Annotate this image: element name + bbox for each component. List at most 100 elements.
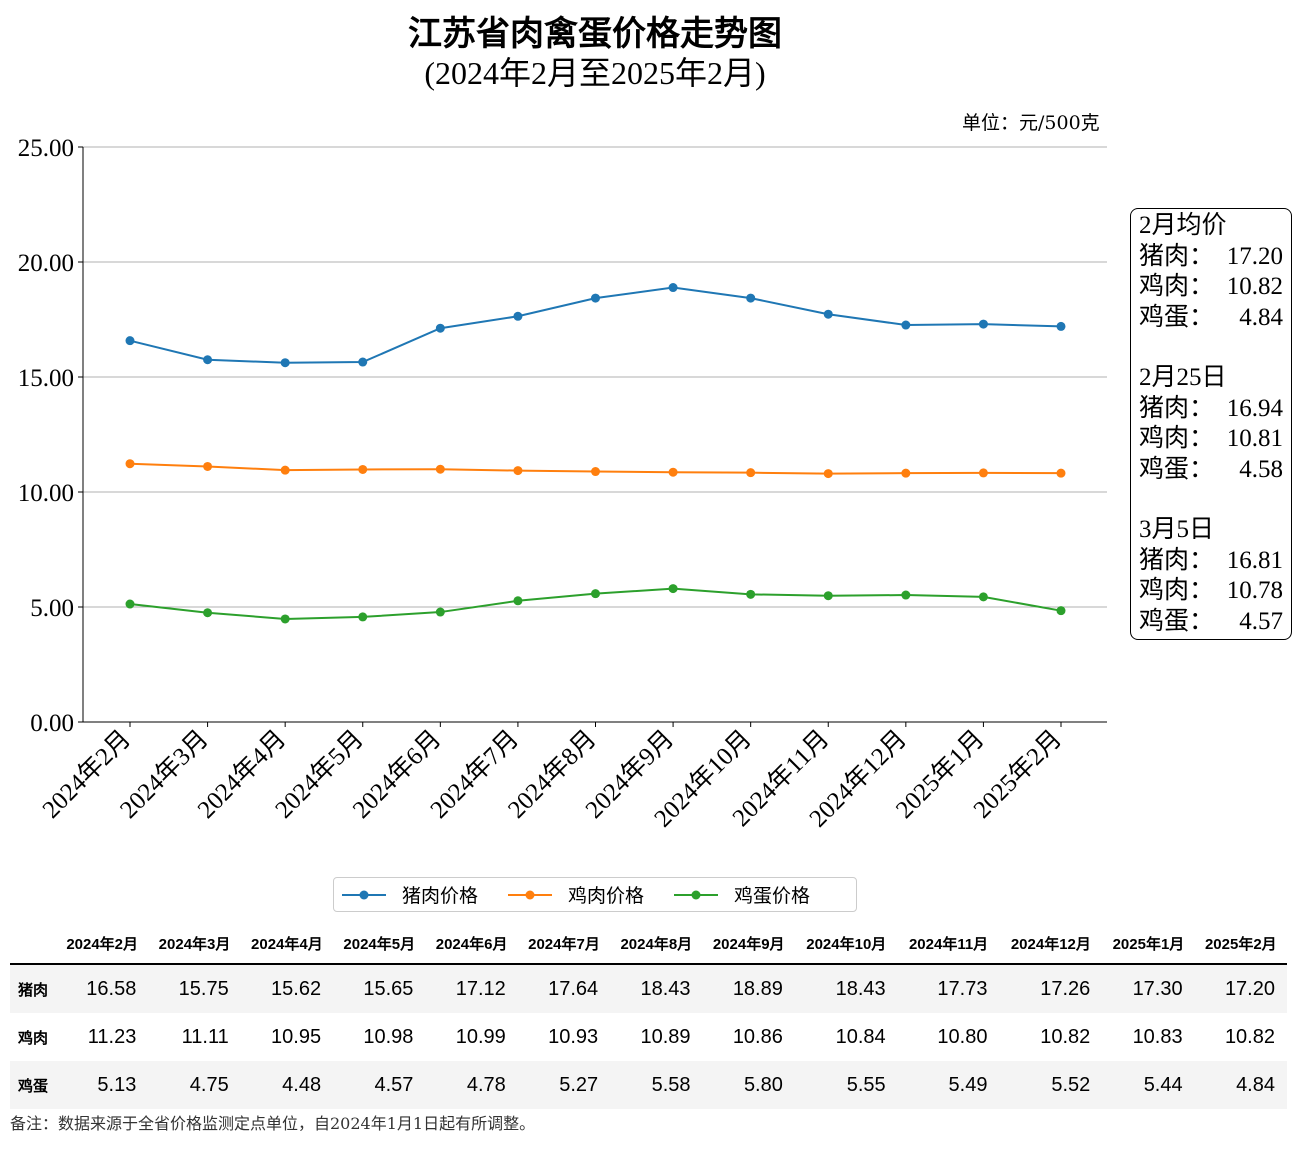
table-cell: 10.86: [732, 1025, 783, 1048]
unit-label: 单位：元/500克: [962, 112, 1100, 134]
data-point: [280, 358, 290, 368]
data-point: [978, 468, 988, 478]
column-header: 2024年9月: [702, 923, 795, 965]
data-point: [901, 468, 911, 478]
data-point: [668, 467, 678, 477]
y-tick-label: 25.00: [18, 135, 74, 162]
table-cell: 5.27: [517, 1061, 611, 1109]
data-point: [358, 612, 368, 622]
column-header: 2024年5月: [333, 923, 426, 965]
box-row: 鸡蛋： 4.57: [1139, 607, 1283, 638]
table-cell: 10.93: [548, 1025, 599, 1048]
legend-label: 鸡蛋价格: [734, 885, 811, 907]
box-row: 猪肉： 16.81: [1139, 546, 1283, 577]
box-value: 4.57: [1239, 607, 1283, 635]
box-label: 鸡肉：: [1139, 425, 1215, 452]
table-cell: 11.11: [181, 1025, 229, 1048]
table-cell: 4.78: [425, 1061, 518, 1109]
data-point: [280, 465, 290, 475]
column-header: 2024年10月: [794, 923, 898, 965]
data-point: [901, 320, 911, 330]
box-label: 猪肉：: [1139, 546, 1215, 574]
table-cell: 10.84: [835, 1025, 886, 1048]
box-heading: 3月5日: [1139, 516, 1215, 543]
line-chart: 0.005.0010.0015.0020.0025.002024年2月2024年…: [18, 135, 1107, 833]
table-cell: 10.99: [455, 1025, 506, 1048]
data-point: [513, 466, 523, 476]
legend-marker-icon: [508, 890, 553, 899]
column-header: 2025年2月: [1194, 923, 1287, 965]
footnote: 备注：数据来源于全省价格监测定点单位，自2024年1月1日起有所调整。: [10, 1114, 536, 1133]
data-point: [978, 319, 988, 329]
table-cell: 17.73: [897, 964, 1000, 1013]
legend-label: 鸡肉价格: [568, 885, 645, 907]
chart-subtitle: (2024年2月至2025年2月): [424, 55, 766, 91]
data-point: [435, 607, 445, 617]
column-header: 2024年7月: [517, 923, 611, 965]
table-cell: 10.83: [1132, 1025, 1183, 1048]
table-row: 鸡蛋 5.13 4.75 4.48 4.57 4.78 5.27 5.58 5.80 5.55 5.…: [10, 1061, 1287, 1109]
data-point: [358, 357, 368, 367]
data-point: [591, 589, 600, 599]
table-cell: 5.55: [794, 1061, 898, 1109]
table-cell: 18.89: [702, 964, 795, 1013]
column-header: 2024年12月: [999, 923, 1103, 965]
table-cell: 17.20: [1194, 964, 1287, 1013]
price-summary-box: 2月均价 猪肉： 17.20 鸡肉： 10.82 鸡蛋： 4.84 2月25日 猪肉： 16.94…: [1130, 208, 1292, 640]
data-point: [203, 461, 213, 471]
column-header: 2024年2月: [56, 923, 149, 965]
table-cell: 15.62: [240, 964, 334, 1013]
table-cell: 15.75: [148, 964, 241, 1013]
box-label: 猪肉：: [1139, 394, 1215, 422]
table-cell: 5.49: [897, 1061, 1000, 1109]
column-header: 2025年1月: [1102, 923, 1195, 965]
y-tick-label: 20.00: [18, 250, 74, 277]
table-cell: 4.48: [240, 1061, 334, 1109]
table-cell: 4.84: [1194, 1061, 1287, 1109]
row-header: 鸡蛋: [10, 1061, 56, 1109]
table-cell: 18.43: [794, 964, 898, 1013]
data-point: [125, 459, 135, 469]
table-cell: 17.12: [425, 964, 518, 1013]
box-value: 10.82: [1226, 273, 1283, 300]
legend-label: 猪肉价格: [402, 885, 479, 907]
data-point: [125, 336, 135, 346]
box-label: 鸡蛋：: [1139, 607, 1215, 635]
table-cell: 10.89: [640, 1025, 691, 1048]
box-row: 鸡蛋： 4.84: [1139, 303, 1283, 334]
data-point: [1056, 321, 1066, 331]
data-point: [746, 293, 756, 303]
chart-title: 江苏省肉禽蛋价格走势图: [408, 16, 782, 53]
data-point: [358, 464, 368, 474]
box-value: 4.58: [1239, 455, 1283, 483]
data-point: [746, 589, 756, 599]
table-cell: 5.58: [610, 1061, 703, 1109]
table-cell: 5.80: [702, 1061, 795, 1109]
data-point: [435, 323, 445, 333]
box-value: 10.78: [1226, 577, 1283, 604]
legend-marker-icon: [674, 890, 719, 899]
column-header: 2024年6月: [425, 923, 518, 965]
data-point: [591, 467, 600, 477]
table-cell: 10.80: [937, 1025, 988, 1048]
table-cell: 17.30: [1102, 964, 1195, 1013]
column-header: 2024年4月: [240, 923, 334, 965]
data-point: [668, 283, 678, 293]
y-tick-label: 15.00: [18, 365, 74, 392]
box-value: 17.20: [1226, 242, 1283, 270]
data-point: [823, 469, 833, 479]
table-cell: 10.82: [1224, 1025, 1275, 1048]
table-row: 鸡肉 11.23 11.11 10.95 10.98 10.99 10.93 10.89 10.…: [10, 1013, 1287, 1061]
table-cell: 11.23: [87, 1025, 137, 1048]
data-point: [1056, 468, 1066, 478]
box-value: 16.94: [1226, 394, 1283, 422]
box-label: 鸡蛋：: [1139, 303, 1215, 331]
table-cell: 5.52: [999, 1061, 1103, 1109]
box-value: 10.81: [1226, 425, 1283, 452]
box-heading: 2月25日: [1139, 364, 1227, 391]
legend-item: 猪肉价格: [342, 881, 478, 908]
row-header: 鸡肉: [18, 1029, 49, 1047]
data-point: [280, 614, 290, 624]
box-row: 鸡蛋： 4.58: [1139, 455, 1283, 486]
legend: 猪肉价格 鸡肉价格 鸡蛋价格: [333, 877, 857, 912]
